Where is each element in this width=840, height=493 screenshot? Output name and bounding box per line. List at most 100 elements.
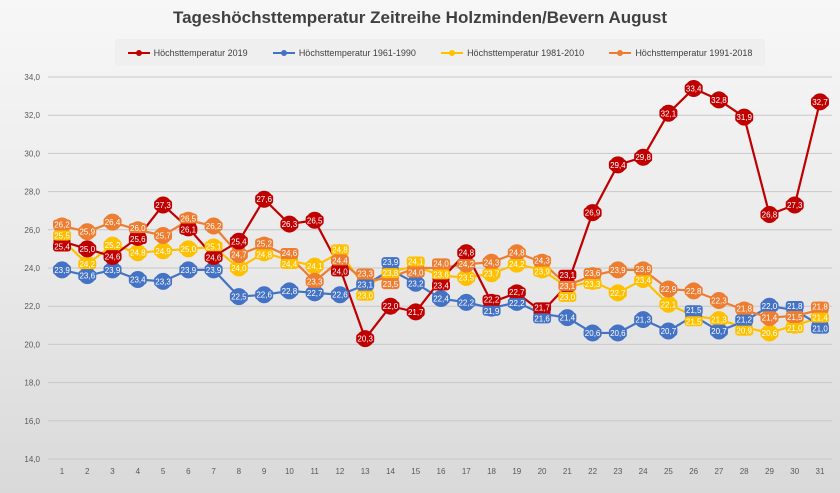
data-label-background [533, 302, 552, 313]
data-label: 21,7 [408, 308, 424, 317]
data-label: 22,0 [762, 302, 778, 311]
data-label: 21,3 [711, 316, 727, 325]
data-label-background [255, 289, 274, 300]
data-label: 20,9 [736, 327, 752, 336]
y-tick-label: 24,0 [24, 264, 40, 273]
data-label: 32,7 [812, 98, 828, 107]
data-label-background [709, 326, 728, 337]
data-label-background [507, 259, 526, 270]
x-tick-label: 2 [85, 467, 90, 476]
data-label-background [229, 263, 248, 273]
legend-item-2019: Höchsttemperatur 2019 [127, 47, 248, 58]
data-label-background [128, 223, 147, 234]
data-label-background [128, 234, 147, 245]
data-label-background [457, 272, 476, 283]
data-label-background [154, 230, 173, 241]
y-tick-label: 22,0 [24, 302, 40, 311]
data-label-background [811, 301, 829, 312]
data-label: 24,3 [484, 258, 500, 267]
data-label: 23,3 [357, 270, 373, 279]
data-label-background [128, 274, 147, 285]
data-label: 26,0 [130, 224, 146, 233]
x-tick-label: 3 [110, 467, 115, 476]
x-tick-label: 6 [186, 467, 191, 476]
data-label-background [760, 209, 779, 220]
data-label-background [482, 294, 501, 305]
data-label: 21,5 [686, 306, 702, 315]
data-label-background [356, 268, 375, 279]
data-label: 25,0 [181, 245, 197, 254]
data-label-background [457, 259, 476, 270]
data-label: 23,9 [181, 266, 197, 275]
data-label-background [482, 268, 501, 279]
x-tick-label: 17 [462, 467, 471, 476]
data-label-background [128, 247, 147, 258]
data-label-background [255, 238, 274, 249]
data-label: 23,3 [585, 280, 601, 289]
data-label: 26,4 [105, 218, 121, 227]
data-label-background [735, 112, 754, 123]
legend-label: Höchsttemperatur 2019 [153, 47, 248, 58]
x-tick-label: 18 [487, 467, 496, 476]
data-label: 24,8 [458, 249, 474, 258]
data-label: 26,2 [54, 221, 70, 230]
data-label: 24,4 [282, 260, 298, 269]
data-label-background [608, 264, 627, 275]
data-label: 23,6 [585, 269, 601, 278]
data-label: 21,9 [484, 307, 500, 316]
data-label-background [305, 287, 324, 298]
data-label: 23,1 [357, 281, 373, 290]
data-label-background [533, 313, 552, 324]
x-tick-label: 7 [211, 467, 216, 476]
data-label-background [330, 244, 349, 255]
data-label-background [432, 293, 450, 304]
data-label: 23,9 [105, 266, 121, 275]
data-label-background [634, 314, 653, 325]
data-label: 20,6 [762, 329, 778, 338]
data-label: 32,8 [711, 96, 727, 105]
data-label-background [533, 255, 552, 266]
data-label: 26,1 [181, 226, 197, 235]
data-label-background [659, 299, 678, 310]
legend-marker [272, 49, 295, 56]
data-label-background [229, 236, 248, 247]
data-label: 24,6 [282, 249, 298, 258]
y-tick-label: 30,0 [24, 149, 40, 158]
data-label-background [457, 297, 476, 308]
x-tick-label: 11 [311, 467, 320, 476]
y-tick-label: 18,0 [24, 379, 40, 388]
data-label: 24,6 [105, 253, 121, 262]
data-label-background [179, 224, 198, 235]
data-label: 23,3 [155, 277, 171, 286]
data-label-background [179, 264, 198, 275]
data-label: 21,0 [787, 324, 803, 333]
data-label-background [53, 264, 71, 275]
data-label: 21,6 [534, 314, 550, 323]
data-label-background [103, 251, 122, 262]
data-label: 24,0 [433, 259, 449, 268]
data-label-background [457, 247, 476, 258]
data-label-background [53, 219, 71, 230]
data-label-background [760, 312, 779, 323]
data-label: 33,4 [686, 84, 702, 93]
x-tick-label: 24 [639, 467, 648, 476]
data-label: 22,7 [610, 289, 626, 298]
data-label-background [103, 217, 122, 228]
data-label-background [583, 207, 602, 218]
x-tick-label: 26 [689, 467, 698, 476]
x-tick-label: 28 [740, 467, 749, 476]
data-label: 22,7 [307, 289, 323, 298]
legend-marker [127, 49, 150, 56]
data-label: 26,2 [206, 222, 222, 231]
x-tick-label: 22 [588, 467, 597, 476]
data-label: 24,7 [231, 251, 247, 260]
data-label: 25,2 [105, 241, 121, 250]
y-tick-label: 32,0 [24, 111, 40, 120]
data-label-background [785, 323, 804, 334]
legend-item-1961-1990: Höchsttemperatur 1961-1990 [272, 48, 416, 58]
legend-marker [441, 49, 464, 56]
data-label-background [406, 306, 425, 317]
x-tick-label: 16 [437, 467, 446, 476]
data-label: 26,5 [307, 216, 323, 225]
